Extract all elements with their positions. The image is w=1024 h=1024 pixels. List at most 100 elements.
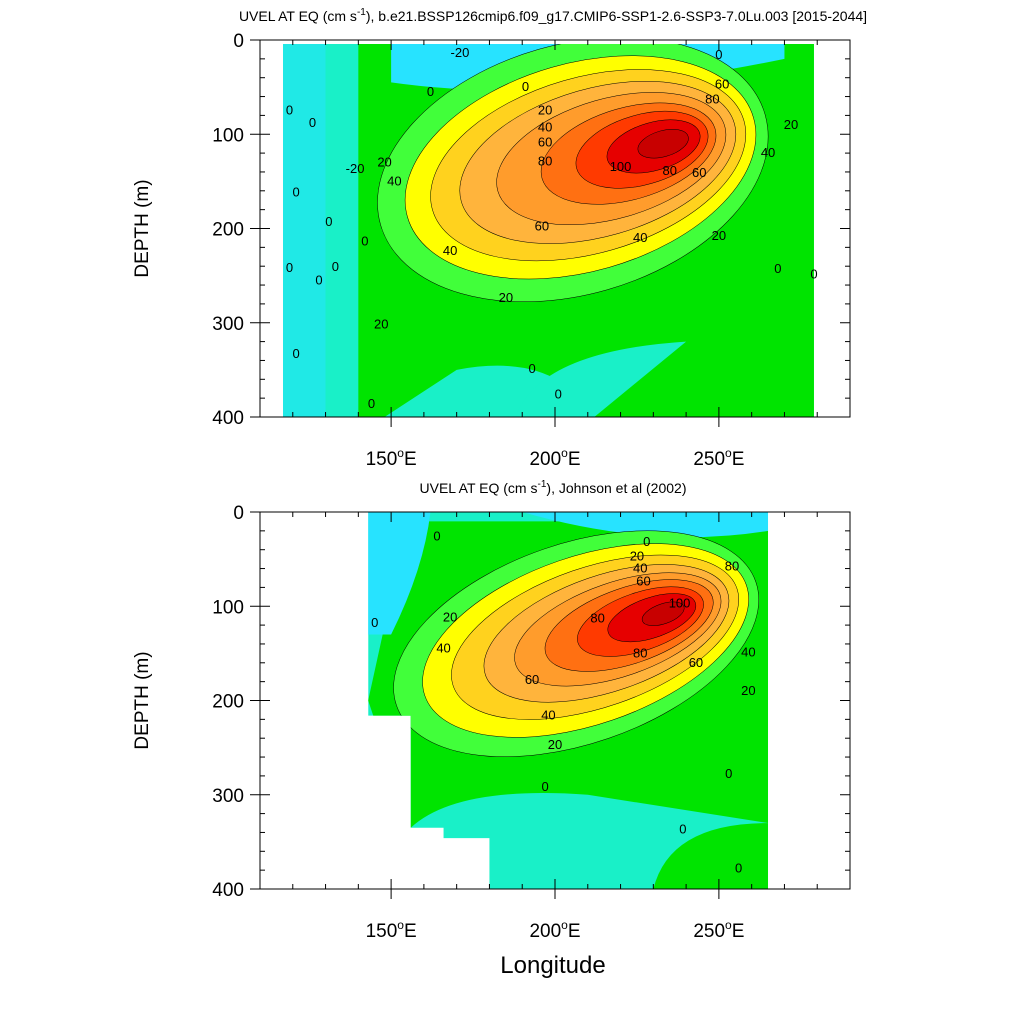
x-tick-value: 250 <box>693 921 725 942</box>
contour-label: 60 <box>689 655 703 670</box>
x-tick-degree: o <box>725 446 732 460</box>
contour-label: 0 <box>292 346 299 361</box>
contour-label: 40 <box>633 561 647 576</box>
contour-label: 60 <box>715 76 729 91</box>
y-tick-label: 100 <box>212 597 244 618</box>
x-tick-label: 150oE <box>366 918 417 942</box>
contour-label: 40 <box>741 644 755 659</box>
y-tick-label: 0 <box>233 31 244 52</box>
contour-label: 80 <box>662 163 676 178</box>
contour-label: 0 <box>810 267 817 282</box>
contour-label: 40 <box>436 641 450 656</box>
contour-label: -20 <box>346 161 365 176</box>
y-tick-label: 0 <box>233 503 244 524</box>
title-prefix: UVEL AT EQ (cm s <box>420 480 538 496</box>
x-tick-hemisphere: E <box>404 921 417 942</box>
contour-label: 0 <box>368 396 375 411</box>
x-tick-value: 150 <box>366 921 398 942</box>
x-tick-label: 250oE <box>693 446 744 470</box>
y-tick-label: 300 <box>212 314 244 335</box>
x-tick-hemisphere: E <box>732 921 745 942</box>
chart-title: UVEL AT EQ (cm s-1), Johnson et al (2002… <box>420 479 687 496</box>
contour-label: 60 <box>692 165 706 180</box>
contour-label: 0 <box>433 529 440 544</box>
x-tick-degree: o <box>397 446 404 460</box>
y-axis-label: DEPTH (m) <box>132 179 153 277</box>
x-tick-label: 200oE <box>529 446 580 470</box>
contour-label: 20 <box>741 683 755 698</box>
contour-label: 20 <box>630 548 644 563</box>
contour-label: 20 <box>548 737 562 752</box>
contour-label: 0 <box>522 79 529 94</box>
contour-label: 40 <box>761 145 775 160</box>
title-suffix: ), b.e21.BSSP126cmip6.f09_g17.CMIP6-SSP1… <box>366 8 867 24</box>
contour-label: 20 <box>712 228 726 243</box>
contour-label: 60 <box>535 219 549 234</box>
x-tick-hemisphere: E <box>568 921 581 942</box>
contour-label: 0 <box>292 185 299 200</box>
title-prefix: UVEL AT EQ (cm s <box>239 8 357 24</box>
contour-label: 0 <box>427 84 434 99</box>
x-tick-label: 150oE <box>366 446 417 470</box>
contour-label: 0 <box>542 779 549 794</box>
contour-label: 0 <box>361 234 368 249</box>
contour-label: 0 <box>735 860 742 875</box>
y-tick-label: 100 <box>212 125 244 146</box>
contour-label: 40 <box>633 230 647 245</box>
x-tick-hemisphere: E <box>404 449 417 470</box>
contour-label: 0 <box>332 259 339 274</box>
undercurrent-core <box>377 44 769 303</box>
contour-label: 60 <box>636 574 650 589</box>
contour-label: 0 <box>528 361 535 376</box>
contour-label: 80 <box>705 91 719 106</box>
contour-label: 20 <box>374 317 388 332</box>
contour-label: 20 <box>443 610 457 625</box>
contour-label: 0 <box>555 386 562 401</box>
contour-label: 100 <box>610 159 632 174</box>
x-tick-degree: o <box>561 446 568 460</box>
fill-deep-zero <box>515 341 687 417</box>
contour-label: 0 <box>286 260 293 275</box>
y-tick-label: 400 <box>212 880 244 901</box>
title-superscript: -1 <box>357 7 366 18</box>
contour-label: 40 <box>443 243 457 258</box>
x-axis-label: Longitude <box>500 952 605 979</box>
contour-label: 80 <box>725 559 739 574</box>
contour-label: 60 <box>538 135 552 150</box>
contour-label: 20 <box>538 103 552 118</box>
contour-fill <box>368 512 769 889</box>
contour-label: 20 <box>499 290 513 305</box>
title-superscript: -1 <box>538 479 547 490</box>
y-axis-label: DEPTH (m) <box>132 651 153 749</box>
contour-label: 0 <box>643 534 650 549</box>
contour-label: 40 <box>387 173 401 188</box>
contour-label: 0 <box>286 103 293 118</box>
x-tick-label: 250oE <box>693 918 744 942</box>
contour-label: 0 <box>371 615 378 630</box>
contour-label: -20 <box>451 45 470 60</box>
y-tick-label: 300 <box>212 786 244 807</box>
contour-label: 40 <box>541 708 555 723</box>
contour-label: 0 <box>325 214 332 229</box>
contour-label: 0 <box>725 766 732 781</box>
contour-band-c_100 <box>641 601 685 626</box>
x-tick-degree: o <box>397 918 404 932</box>
y-tick-label: 200 <box>212 692 244 713</box>
contour-label: 80 <box>590 611 604 626</box>
contour-fill <box>282 44 814 417</box>
x-tick-value: 200 <box>529 921 561 942</box>
contour-band-c_100 <box>637 129 689 159</box>
contour-label: 80 <box>538 154 552 169</box>
fill-neg-top <box>522 512 769 538</box>
x-tick-value: 250 <box>693 449 725 470</box>
contour-label: 80 <box>633 645 647 660</box>
contour-label: 0 <box>679 822 686 837</box>
y-tick-label: 400 <box>212 408 244 429</box>
contour-label: 100 <box>669 595 691 610</box>
x-tick-degree: o <box>725 918 732 932</box>
x-tick-value: 150 <box>366 449 398 470</box>
y-tick-label: 200 <box>212 220 244 241</box>
